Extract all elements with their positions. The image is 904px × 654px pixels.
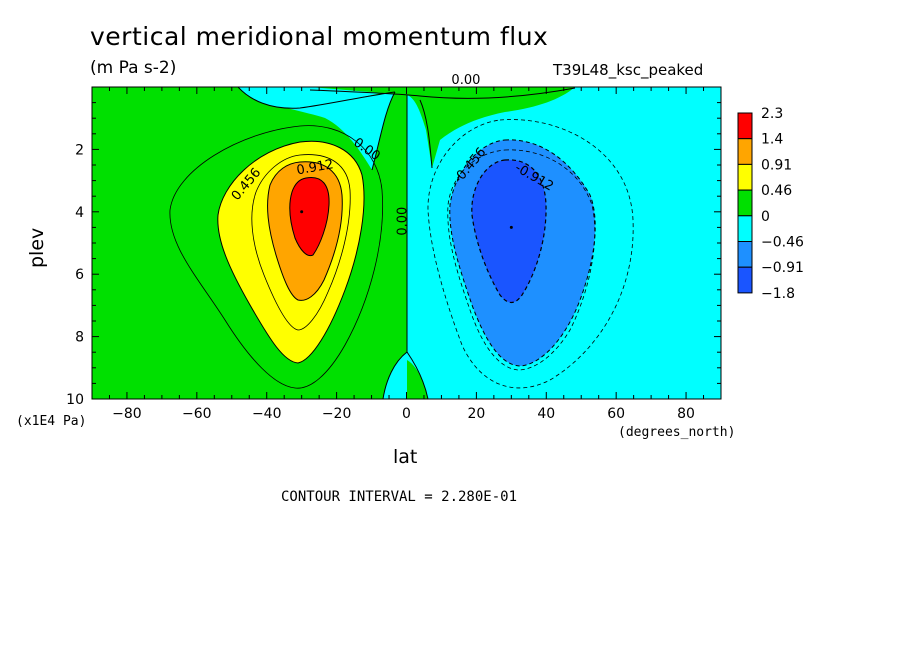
- y-tick-label: 4: [75, 205, 84, 221]
- green-lower-patch: [407, 360, 428, 399]
- legend-label: −0.46: [761, 235, 804, 251]
- zero-contour-tongue-right: [419, 99, 433, 169]
- x-tick-label: −40: [252, 406, 282, 422]
- legend-label: 0.46: [761, 183, 792, 199]
- chart-title: vertical meridional momentum flux: [90, 22, 549, 51]
- y-tick-label: 10: [66, 392, 84, 408]
- legend-label: −0.91: [761, 260, 804, 276]
- contour-interval-label: CONTOUR INTERVAL = 2.280E-01: [281, 489, 518, 505]
- x-tick-label: 80: [677, 406, 695, 422]
- run-id-label: T39L48_ksc_peaked: [553, 61, 704, 79]
- legend-swatch: [737, 163, 753, 191]
- zero-contour-upper-left: [237, 87, 396, 109]
- legend-swatch: [737, 215, 753, 243]
- contour-label: 0.00: [396, 207, 411, 236]
- zero-contour-lower: [382, 351, 429, 399]
- positive-contour-inner: [251, 154, 351, 331]
- green-upper-tongue: [310, 87, 575, 168]
- zero-contour-tongue-left: [371, 91, 396, 171]
- legend-swatch: [737, 241, 753, 268]
- y-tick-label: 6: [75, 267, 84, 283]
- y-axis-ticks: 2 4 6 8 10: [66, 102, 721, 408]
- zero-contour-upper-mid: [309, 87, 576, 99]
- legend-swatch: [737, 112, 753, 140]
- cyan-lower-patch: [383, 352, 407, 399]
- color-legend: 2.3 1.4 0.91 0.46 0 −0.46 −0.91 −1.8: [737, 106, 804, 302]
- x-tick-label: 20: [467, 406, 485, 422]
- y-tick-label: 2: [75, 142, 84, 158]
- legend-label: 0.91: [761, 157, 792, 173]
- x-tick-label: 0: [402, 406, 411, 422]
- positive-lobe-red: [289, 176, 330, 257]
- x-units-label: (degrees_north): [618, 425, 736, 440]
- extremum-marker-min: [509, 225, 513, 229]
- x-tick-label: −80: [112, 406, 142, 422]
- x-tick-label: 40: [537, 406, 555, 422]
- legend-label: 2.3: [761, 106, 783, 122]
- plot-area: [92, 87, 721, 399]
- positive-contour-outer: [169, 125, 383, 389]
- legend-label: 1.4: [761, 132, 783, 148]
- contour-label: 0.00: [451, 73, 480, 88]
- contour-label: 0.912: [295, 157, 334, 178]
- legend-label: −1.8: [761, 286, 795, 302]
- y-tick-label: 8: [75, 330, 84, 346]
- legend-swatch: [737, 138, 753, 165]
- units-label: (m Pa s-2): [90, 58, 177, 78]
- x-tick-label: −60: [182, 406, 212, 422]
- negative-contour-outer: [427, 119, 634, 389]
- extremum-marker-max: [300, 210, 304, 214]
- x-tick-label: −20: [322, 406, 352, 422]
- legend-swatch: [737, 266, 753, 294]
- negative-lobe-deep: [471, 159, 547, 304]
- cyan-upper-tongue: [238, 87, 395, 170]
- y-scale-label: (x1E4 Pa): [16, 414, 87, 429]
- x-tick-label: 60: [607, 406, 625, 422]
- x-axis-label: lat: [393, 446, 418, 468]
- legend-swatch: [737, 189, 753, 217]
- x-axis-ticks: −80 −60 −40 −20 0 20 40 60 80: [91, 87, 722, 422]
- legend-label: 0: [761, 209, 770, 225]
